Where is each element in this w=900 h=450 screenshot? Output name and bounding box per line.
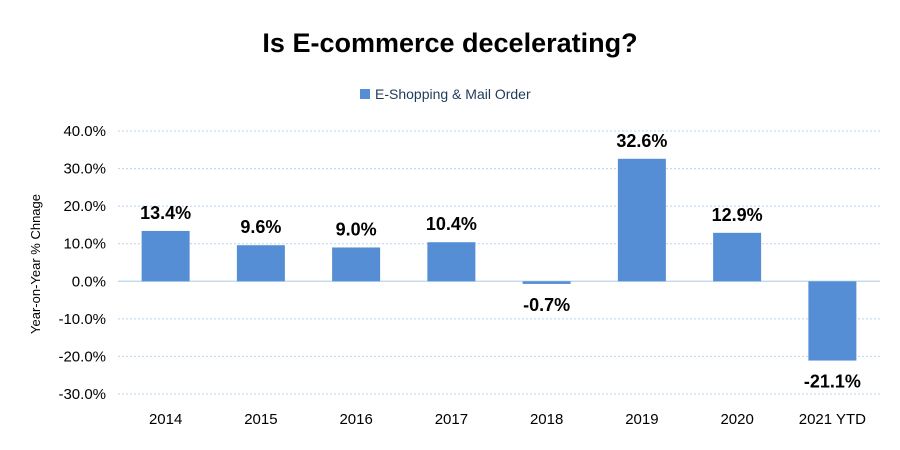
data-label: 12.9%	[712, 205, 763, 225]
gridlines	[118, 130, 880, 395]
y-axis-ticks: 40.0% 30.0% 20.0% 10.0% 0.0% -10.0% -20.0% -30.…	[58, 123, 106, 403]
x-tick-label: 2020	[720, 411, 753, 428]
data-label: 10.4%	[426, 214, 477, 234]
x-tick-label: 2014	[149, 411, 182, 428]
data-label: -0.7%	[523, 295, 570, 315]
legend-label: E-Shopping & Mail Order	[375, 86, 531, 102]
y-tick-label: -20.0%	[58, 348, 106, 365]
data-label: -21.1%	[804, 372, 861, 392]
bar	[522, 281, 571, 284]
y-tick-label: -30.0%	[58, 386, 106, 403]
bar	[141, 230, 190, 282]
data-label: 9.6%	[240, 217, 281, 237]
y-tick-label: 0.0%	[72, 273, 106, 290]
bar	[808, 281, 857, 361]
legend: E-Shopping & Mail Order	[360, 86, 531, 102]
y-tick-label: 40.0%	[63, 123, 106, 140]
data-label: 13.4%	[140, 203, 191, 223]
bar	[427, 242, 476, 282]
x-tick-label: 2019	[625, 411, 658, 428]
x-tick-label: 2018	[530, 411, 563, 428]
y-tick-label: 10.0%	[63, 236, 106, 253]
bar	[236, 245, 285, 282]
x-tick-label: 2015	[244, 411, 277, 428]
x-axis-ticks: 2014 2015 2016 2017 2018 2019 2020 2021 YTD	[149, 411, 866, 428]
x-tick-label: 2016	[339, 411, 372, 428]
bar	[332, 247, 381, 282]
data-label: 32.6%	[616, 131, 667, 151]
x-tick-label: 2021 YTD	[799, 411, 866, 428]
bar	[713, 232, 762, 282]
y-tick-label: 20.0%	[63, 198, 106, 215]
chart-title: Is E-commerce decelerating?	[262, 28, 637, 58]
y-axis-label: Year-on-Year % Chnage	[28, 194, 43, 334]
legend-swatch	[360, 89, 370, 99]
bars	[141, 158, 857, 361]
x-tick-label: 2017	[435, 411, 468, 428]
bar	[617, 158, 666, 282]
y-tick-label: -10.0%	[58, 311, 106, 328]
y-tick-label: 30.0%	[63, 161, 106, 178]
data-label: 9.0%	[336, 219, 377, 239]
data-labels: 13.4% 9.6% 9.0% 10.4% -0.7% 32.6% 12.9% -21.1%	[140, 131, 861, 392]
